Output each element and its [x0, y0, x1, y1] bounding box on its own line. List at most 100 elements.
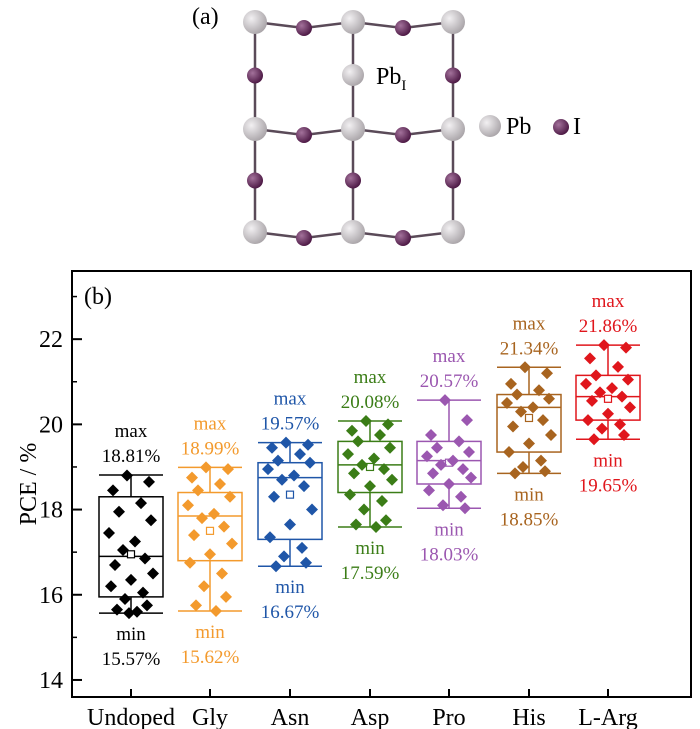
max-value: 18.81%	[102, 446, 161, 467]
lattice-structure	[243, 10, 569, 246]
pb-atom	[341, 10, 365, 34]
y-tick-label: 20	[39, 412, 63, 438]
box-plots: max 18.81% min 15.57% max 18.99% min 15.62% max 1…	[98, 291, 641, 670]
pbi-label: PbI	[376, 64, 406, 94]
i-atom	[445, 172, 461, 189]
data-point	[431, 441, 443, 454]
data-point	[503, 446, 515, 459]
box-iqr	[496, 393, 562, 453]
data-point	[294, 448, 306, 461]
data-point	[465, 471, 477, 484]
max-label: max	[513, 313, 546, 334]
data-point	[298, 480, 310, 493]
data-point	[131, 605, 143, 618]
max-label: max	[115, 421, 148, 442]
pbi-label-main: Pb	[376, 64, 401, 90]
data-point	[270, 560, 282, 573]
box-iqr	[575, 374, 641, 421]
x-tick-label: L-Arg	[578, 705, 638, 729]
data-point	[192, 484, 204, 497]
box-undoped: max 18.81% min 15.57%	[98, 421, 164, 670]
data-point	[358, 503, 370, 516]
data-point	[139, 552, 151, 565]
y-tick-label: 16	[39, 583, 63, 609]
data-point	[348, 467, 360, 480]
data-point	[614, 418, 626, 431]
box-pro: max 20.57% min 18.03%	[416, 346, 482, 565]
data-point	[439, 394, 451, 407]
data-point	[364, 480, 376, 493]
data-point	[188, 529, 200, 542]
x-tick-label: Asp	[351, 705, 390, 729]
data-point	[537, 414, 549, 427]
box-gly: max 18.99% min 15.62%	[177, 413, 243, 668]
box-iqr	[177, 491, 243, 562]
min-label: min	[434, 519, 464, 540]
max-label: max	[274, 389, 307, 410]
data-point	[141, 599, 153, 612]
data-point	[539, 465, 551, 478]
data-point	[620, 341, 632, 354]
max-label: max	[433, 346, 466, 367]
min-value: 19.65%	[579, 475, 638, 496]
data-point	[584, 352, 596, 365]
data-point	[596, 422, 608, 435]
data-point	[461, 414, 473, 427]
data-point	[135, 497, 147, 510]
data-point	[380, 514, 392, 527]
data-point	[511, 388, 523, 401]
max-label: max	[194, 413, 227, 434]
max-value: 20.57%	[420, 371, 479, 392]
max-value: 20.08%	[341, 392, 400, 413]
i-atom	[395, 230, 411, 246]
data-point	[602, 407, 614, 420]
data-point	[435, 458, 447, 471]
i-atom	[247, 172, 263, 189]
data-point	[216, 567, 228, 580]
box-asp: max 20.08% min 17.59%	[337, 367, 403, 584]
data-point	[196, 512, 208, 525]
min-label: min	[593, 450, 623, 471]
data-point	[624, 401, 636, 414]
data-point	[616, 390, 628, 403]
data-point	[200, 461, 212, 474]
data-point	[145, 514, 157, 527]
y-tick-label: 14	[39, 668, 63, 694]
data-point	[523, 437, 535, 450]
data-point	[276, 473, 288, 486]
i-atom	[296, 20, 312, 36]
data-point	[105, 580, 117, 593]
data-point	[594, 386, 606, 399]
data-point	[346, 424, 358, 437]
legend-i-label: I	[573, 114, 581, 140]
max-value: 21.86%	[579, 316, 638, 337]
data-point	[427, 467, 439, 480]
mean-marker	[603, 394, 613, 403]
data-point	[190, 599, 202, 612]
pb-atom	[243, 220, 267, 244]
i-atom	[296, 127, 312, 143]
data-point	[113, 505, 125, 518]
min-value: 17.59%	[341, 563, 400, 584]
data-point	[586, 394, 598, 407]
data-point	[306, 503, 318, 516]
data-point	[368, 452, 380, 465]
min-label: min	[355, 538, 385, 559]
data-point	[137, 586, 149, 599]
max-label: max	[592, 291, 625, 312]
data-point	[612, 360, 624, 373]
data-point	[533, 384, 545, 397]
x-tick-label: Asn	[271, 705, 310, 729]
data-point	[268, 490, 280, 503]
data-point	[517, 460, 529, 473]
data-point	[580, 377, 592, 390]
data-point	[350, 518, 362, 531]
data-point	[288, 469, 300, 482]
i-atom	[345, 172, 361, 189]
data-point	[384, 441, 396, 454]
pbi-label-subscript: I	[401, 78, 406, 94]
data-point	[507, 420, 519, 433]
min-value: 18.85%	[500, 509, 559, 530]
data-point	[519, 361, 531, 374]
